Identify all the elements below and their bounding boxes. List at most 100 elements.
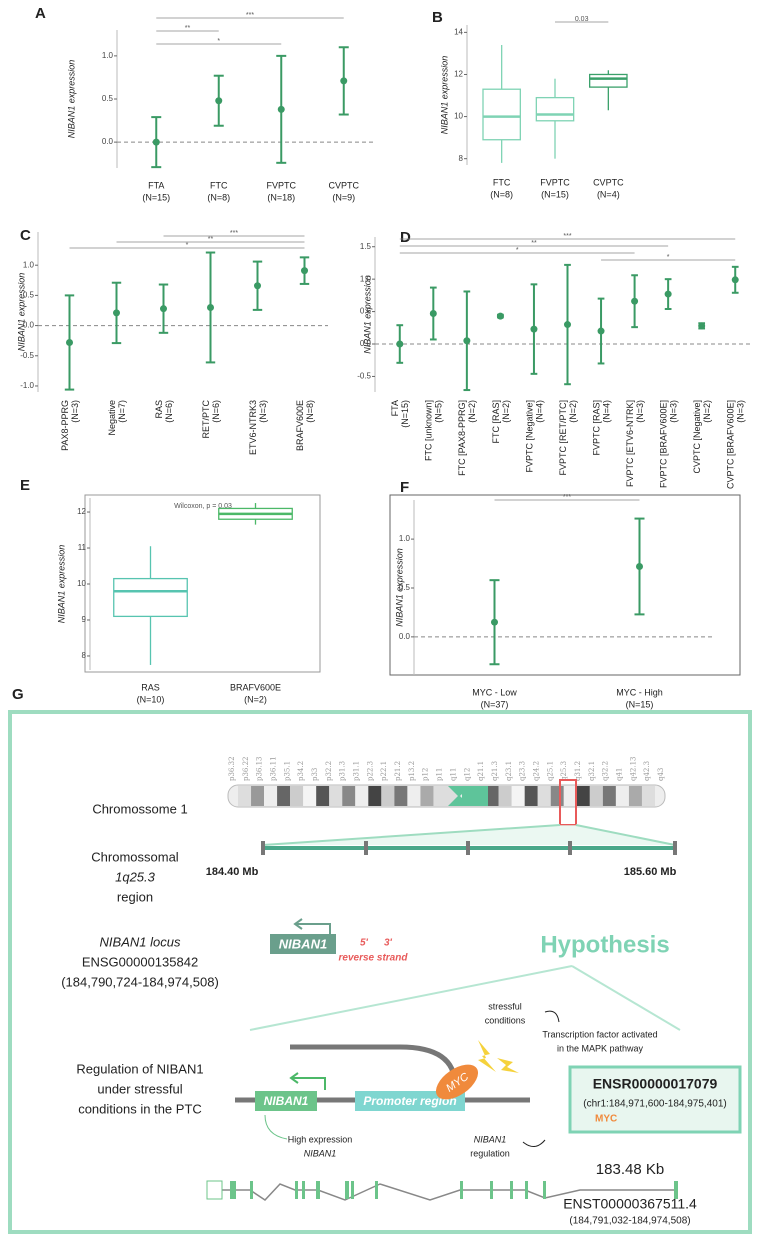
- x-tick-label: FVPTC [ETV6-NTRK]: [625, 400, 635, 487]
- x-tick-label: FTC [unknown]: [424, 400, 434, 461]
- exon: [674, 1181, 678, 1199]
- band-label: p36.13: [256, 756, 264, 781]
- row-label: 1q25.3: [115, 869, 156, 884]
- x-tick-label: FTC: [210, 180, 228, 190]
- point: [277, 105, 285, 113]
- y-tick-label: 12: [77, 507, 86, 516]
- x-tick-label: CVPTC: [593, 177, 624, 187]
- y-tick-label: -0.5: [357, 372, 371, 381]
- x-tick-label: ETV6-NTRK3: [248, 400, 258, 455]
- intron-line: [222, 1183, 676, 1201]
- y-tick-label: 8: [459, 154, 464, 163]
- x-tick-label: RAS: [141, 682, 160, 692]
- transcript-coords: (184,791,032-184,974,508): [569, 1216, 690, 1227]
- x-tick-label: Negative: [107, 400, 117, 436]
- chromosome-band: [550, 786, 564, 806]
- point: [631, 297, 639, 305]
- x-tick-label: MYC - High: [616, 687, 663, 697]
- region-tick: [673, 841, 677, 855]
- gene-box: [270, 934, 336, 954]
- x-tick-count: (N=2): [702, 400, 712, 423]
- band-label: q25.3: [560, 761, 568, 781]
- exon: [460, 1181, 463, 1199]
- expression-note: High expression: [288, 1134, 353, 1144]
- x-tick-count: (N=2): [568, 400, 578, 423]
- chromosome-band: [524, 786, 538, 806]
- significance-label: ***: [563, 494, 571, 501]
- tss-arrow-head: [289, 1072, 299, 1084]
- row-label: Chromossome 1: [92, 801, 187, 816]
- y-axis-label: NIBAN1 expression: [16, 273, 26, 352]
- exon: [345, 1181, 349, 1199]
- point: [636, 562, 643, 570]
- band-label: q23.3: [519, 761, 527, 781]
- region-tick: [466, 841, 470, 855]
- y-tick-label: 1.0: [102, 51, 114, 60]
- significance-label: **: [531, 240, 537, 247]
- y-axis-label: NIBAN1 expression: [439, 56, 449, 135]
- y-tick-label: 0.0: [360, 339, 372, 348]
- x-tick-label: RAS: [154, 400, 164, 419]
- hypothesis-title: Hypothesis: [540, 931, 669, 958]
- x-tick-count: (N=4): [534, 400, 544, 423]
- x-tick-count: (N=8): [490, 189, 513, 199]
- band-label: q23.1: [505, 761, 513, 781]
- curve-arrow: [544, 1010, 560, 1023]
- chromosome: p36.32 p36.22 p36.13 p36.11 p35.1 p34.2 p33 p32…: [227, 756, 666, 808]
- x-tick-count: (N=3): [736, 400, 746, 423]
- x-tick-count: (N=2): [467, 400, 477, 423]
- band-label: p36.22: [242, 756, 250, 781]
- y-tick-label: 14: [454, 27, 463, 36]
- chromosome-band: [511, 786, 525, 806]
- y-tick-label: 1.0: [399, 534, 411, 543]
- y-tick-label: 0.5: [360, 307, 372, 316]
- significance-label: ***: [230, 230, 238, 237]
- y-tick-label: 0.5: [23, 291, 35, 300]
- band-label: p12: [422, 768, 430, 781]
- point: [496, 312, 504, 320]
- point: [66, 338, 73, 346]
- band-label: p22.3: [366, 761, 374, 781]
- point: [340, 77, 348, 85]
- band-label: q11: [449, 768, 457, 781]
- exon: [250, 1181, 253, 1199]
- box: [589, 73, 628, 88]
- y-tick-label: 0.5: [399, 583, 411, 592]
- zoom-wedge: [263, 825, 675, 845]
- chromosome-band: [485, 786, 499, 806]
- region-ticks: [261, 841, 677, 855]
- band-label: p32.2: [325, 761, 333, 781]
- band-label: q32.2: [602, 761, 610, 781]
- y-axis-label: NIBAN1 expression: [56, 545, 66, 624]
- y-tick-label: 12: [454, 70, 463, 79]
- chromosome-band: [498, 786, 512, 806]
- transcript-length: 183.48 Kb: [596, 1161, 664, 1178]
- chromosome-band: [303, 786, 317, 806]
- chromosome-band: [264, 786, 278, 806]
- chromosome-band: [641, 786, 655, 806]
- x-tick-count: (N=18): [267, 192, 295, 202]
- region-tick: [568, 841, 572, 855]
- x-tick-count: (N=8): [305, 400, 315, 423]
- row-label: conditions in the PTC: [78, 1101, 202, 1116]
- x-tick-label: BRAFV600E: [295, 400, 305, 451]
- panel-letter: C: [20, 227, 31, 244]
- box: [535, 96, 575, 122]
- panel-f-frame: [389, 494, 741, 676]
- row-label: (184,790,724-184,974,508): [61, 974, 219, 989]
- element-box: [568, 1065, 742, 1134]
- x-tick-count: (N=10): [137, 694, 165, 704]
- chromosome-band: [368, 786, 382, 806]
- significance-label: 0.03: [575, 16, 589, 23]
- x-tick-label: FTC [RAS]: [491, 400, 501, 444]
- element-id: ENSR00000017079: [593, 1076, 718, 1092]
- point: [254, 282, 261, 290]
- x-tick-label: FTC: [493, 177, 511, 187]
- point: [215, 97, 223, 105]
- point: [698, 322, 706, 330]
- significance-label: *: [186, 242, 189, 249]
- point: [396, 340, 404, 348]
- x-tick-count: (N=6): [211, 400, 221, 423]
- curve-arrow: [264, 1114, 288, 1140]
- gene-label: NIBAN1: [264, 1094, 309, 1108]
